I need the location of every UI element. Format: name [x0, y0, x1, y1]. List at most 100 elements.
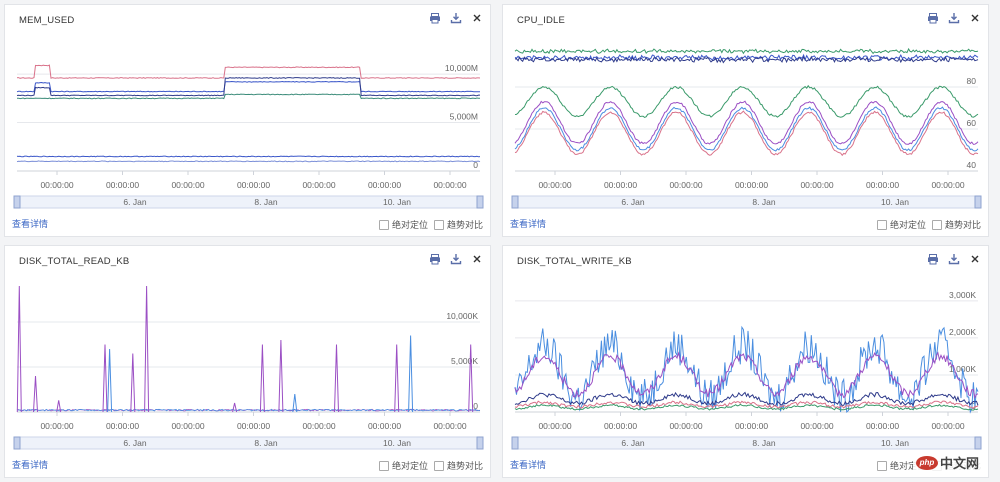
navigator-label: 8. Jan	[254, 197, 277, 207]
y-tick-label: 0	[971, 401, 976, 411]
series-line	[514, 351, 979, 400]
x-tick-label: 00:00:00	[171, 421, 204, 431]
checkbox-box[interactable]	[378, 460, 389, 471]
absolute-position-checkbox[interactable]: 绝对定位	[876, 459, 926, 472]
series-line	[16, 77, 480, 97]
absolute-position-checkbox[interactable]: 绝对定位	[378, 459, 428, 472]
chart-panel-cpu-idle: CPU_IDLE 40 60 80 00:00:00 00:00:00 00:00:00 0…	[502, 4, 989, 237]
chart-panel-disk-read: DISK_TOTAL_READ_KB 0 5,000K 10,000K 00:00:0…	[4, 245, 491, 478]
navigator-handle-left	[13, 195, 21, 209]
series-line	[16, 80, 481, 93]
series-line	[514, 106, 979, 152]
series-line	[514, 110, 979, 157]
spike-mark	[130, 353, 136, 413]
print-icon[interactable]	[429, 12, 441, 24]
y-tick-label: 2,000K	[949, 327, 976, 337]
navigator-label: 10. Jan	[881, 197, 909, 207]
navigator-handle-right	[476, 436, 484, 450]
checkbox-box[interactable]	[433, 219, 444, 230]
x-tick-label: 00:00:00	[368, 421, 401, 431]
close-icon[interactable]	[969, 253, 981, 265]
absolute-position-checkbox[interactable]: 绝对定位	[876, 218, 926, 231]
series-line	[16, 64, 481, 79]
print-icon[interactable]	[927, 253, 939, 265]
download-icon[interactable]	[948, 253, 960, 265]
checkbox-label: 绝对定位	[889, 461, 926, 471]
spike-mark	[259, 344, 265, 413]
watermark-text: 中文网	[939, 456, 979, 471]
trend-compare-checkbox[interactable]: 趋势对比	[433, 459, 483, 472]
close-icon[interactable]	[471, 12, 483, 24]
x-tick-label: 00:00:00	[931, 180, 964, 190]
x-tick-label: 00:00:00	[735, 180, 768, 190]
checkbox-label: 绝对定位	[889, 220, 926, 230]
navigator-handle-right	[974, 195, 982, 209]
navigator-handle-left	[13, 436, 21, 450]
x-tick-label: 00:00:00	[106, 180, 139, 190]
y-tick-label: 60	[967, 118, 977, 128]
close-icon[interactable]	[969, 12, 981, 24]
trend-compare-checkbox[interactable]: 趋势对比	[433, 218, 483, 231]
spike-mark	[107, 348, 113, 413]
checkbox-box[interactable]	[433, 460, 444, 471]
print-icon[interactable]	[927, 12, 939, 24]
y-tick-label: 0	[473, 401, 478, 411]
download-icon[interactable]	[450, 253, 462, 265]
checkbox-box[interactable]	[876, 219, 887, 230]
panel-title: CPU_IDLE	[517, 15, 566, 26]
x-tick-label: 00:00:00	[604, 421, 637, 431]
navigator-label: 8. Jan	[752, 438, 775, 448]
navigator-label: 10. Jan	[383, 438, 411, 448]
navigator-label: 6. Jan	[123, 438, 146, 448]
checkbox-box[interactable]	[876, 460, 887, 471]
chart-area[interactable]: 0 5,000M 10,000M 00:00:00 00:00:00 00:00:00 00…	[5, 5, 492, 238]
spike-mark	[468, 344, 474, 413]
view-details-link[interactable]: 查看详情	[12, 219, 49, 229]
x-tick-label: 00:00:00	[604, 180, 637, 190]
series-line	[514, 400, 979, 409]
spike-mark	[394, 344, 400, 413]
close-icon[interactable]	[471, 253, 483, 265]
view-details-link[interactable]: 查看详情	[12, 460, 49, 470]
watermark: php 中文网	[912, 452, 982, 473]
chart-area[interactable]: 40 60 80 00:00:00 00:00:00 00:00:00 00:00:00 00…	[503, 5, 990, 238]
checkbox-box[interactable]	[931, 219, 942, 230]
series-line	[17, 93, 481, 100]
panel-title: DISK_TOTAL_WRITE_KB	[517, 256, 632, 267]
x-tick-label: 00:00:00	[669, 421, 702, 431]
view-details-link[interactable]: 查看详情	[510, 219, 547, 229]
x-tick-label: 00:00:00	[866, 180, 899, 190]
series-line	[16, 408, 481, 412]
series-line	[16, 160, 481, 163]
navigator-handle-left	[511, 436, 519, 450]
chart-panel-disk-write: DISK_TOTAL_WRITE_KB 0 1,000K 2,000K 3,000K 0…	[502, 245, 989, 478]
spike-mark	[408, 335, 414, 413]
x-tick-label: 00:00:00	[302, 180, 335, 190]
spike-mark	[292, 393, 298, 413]
chart-panel-mem-used: MEM_USED 0 5,000M 10,000M 00:00:00 00:00:00 0…	[4, 4, 491, 237]
print-icon[interactable]	[429, 253, 441, 265]
series-line	[514, 47, 979, 55]
navigator-label: 8. Jan	[752, 197, 775, 207]
absolute-position-checkbox[interactable]: 绝对定位	[378, 218, 428, 231]
view-details-link[interactable]: 查看详情	[510, 460, 547, 470]
series-line	[514, 391, 979, 407]
panel-title: MEM_USED	[19, 15, 75, 26]
x-tick-label: 00:00:00	[669, 180, 702, 190]
spike-mark	[278, 339, 284, 413]
trend-compare-checkbox[interactable]: 趋势对比	[931, 218, 981, 231]
y-tick-label: 0	[473, 160, 478, 170]
chart-area[interactable]: 0 5,000K 10,000K 00:00:00 00:00:00 00:00:00 00…	[5, 246, 492, 479]
navigator-label: 6. Jan	[621, 438, 644, 448]
navigator-label: 6. Jan	[621, 197, 644, 207]
y-tick-label: 3,000K	[949, 290, 976, 300]
navigator-label: 6. Jan	[123, 197, 146, 207]
x-tick-label: 00:00:00	[40, 421, 73, 431]
spike-mark	[102, 344, 108, 413]
download-icon[interactable]	[948, 12, 960, 24]
download-icon[interactable]	[450, 12, 462, 24]
spike-mark	[334, 344, 339, 413]
checkbox-box[interactable]	[378, 219, 389, 230]
navigator-label: 10. Jan	[881, 438, 909, 448]
